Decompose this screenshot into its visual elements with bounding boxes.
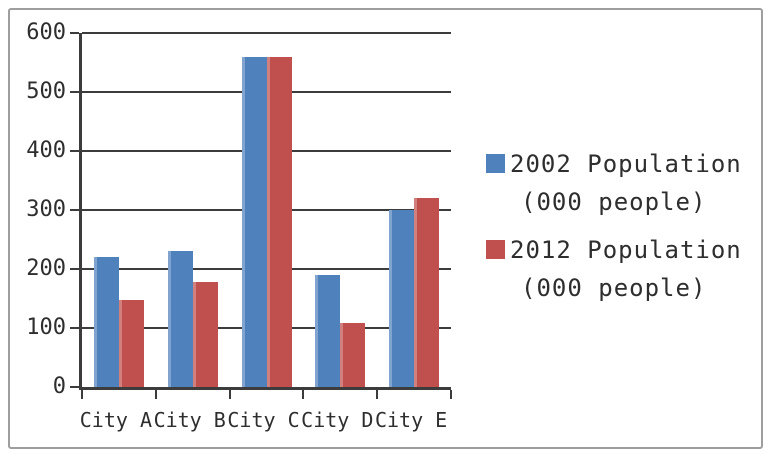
legend-label-2002-line2: (000 people) (521, 188, 707, 216)
bar-2002-population-city-e (389, 210, 415, 387)
bar-2012-population-city-d (340, 323, 366, 387)
gridline-600 (82, 32, 451, 34)
y-tick-mark-100 (70, 327, 79, 329)
legend-label-2012: 2012 Population (000 people) (510, 231, 742, 307)
bar-2002-population-city-c (241, 56, 267, 387)
bar-2002-population-city-b (167, 251, 193, 387)
x-tick-mark-4 (376, 390, 379, 399)
x-tick-mark-2 (228, 390, 231, 399)
y-tick-label-600: 600 (26, 20, 66, 45)
x-category-label-city-b: City B (153, 408, 226, 432)
y-tick-mark-600 (70, 32, 79, 34)
legend-label-2002-line1: 2002 Population (510, 150, 742, 178)
x-category-label-city-d: City D (301, 408, 374, 432)
y-tick-label-400: 400 (26, 138, 66, 163)
x-category-label-city-e: City E (374, 408, 448, 432)
y-tick-mark-500 (70, 91, 79, 93)
x-axis-labels: City A City B City C City D City E (79, 407, 448, 435)
legend-label-2002: 2002 Population (000 people) (510, 145, 742, 221)
bar-2012-population-city-a (118, 299, 144, 387)
bar-2012-population-city-b (192, 281, 218, 387)
y-tick-mark-400 (70, 150, 79, 152)
bar-2002-population-city-a (93, 257, 119, 387)
bar-2002-population-city-d (315, 274, 341, 387)
x-category-label-city-c: City C (227, 408, 300, 432)
x-tick-mark-0 (81, 390, 83, 399)
y-tick-label-0: 0 (52, 374, 66, 399)
y-tick-mark-0 (70, 386, 79, 388)
legend-swatch-2002-icon (486, 154, 505, 173)
y-tick-label-300: 300 (26, 197, 66, 222)
bar-2012-population-city-c (266, 56, 292, 387)
plot-area (70, 32, 452, 399)
y-tick-label-500: 500 (26, 79, 66, 104)
legend-label-2012-line2: (000 people) (521, 274, 707, 302)
bar-2012-population-city-e (414, 198, 440, 387)
x-category-label-city-a: City A (79, 408, 153, 432)
legend-label-2012-line1: 2012 Population (510, 236, 742, 264)
y-tick-label-200: 200 (26, 256, 66, 281)
y-axis-labels: 0 100 200 300 400 500 600 (6, 22, 66, 398)
x-tick-mark-1 (154, 390, 157, 399)
y-tick-mark-300 (70, 209, 79, 211)
legend-swatch-2012-icon (486, 240, 505, 259)
legend-entry-2012: 2012 Population (000 people) (486, 231, 742, 307)
y-tick-label-100: 100 (26, 315, 66, 340)
legend: 2002 Population (000 people) 2012 Popula… (486, 145, 742, 317)
y-tick-mark-200 (70, 268, 79, 270)
x-tick-mark-3 (302, 390, 305, 399)
x-tick-mark-5 (450, 390, 452, 399)
legend-entry-2002: 2002 Population (000 people) (486, 145, 742, 221)
